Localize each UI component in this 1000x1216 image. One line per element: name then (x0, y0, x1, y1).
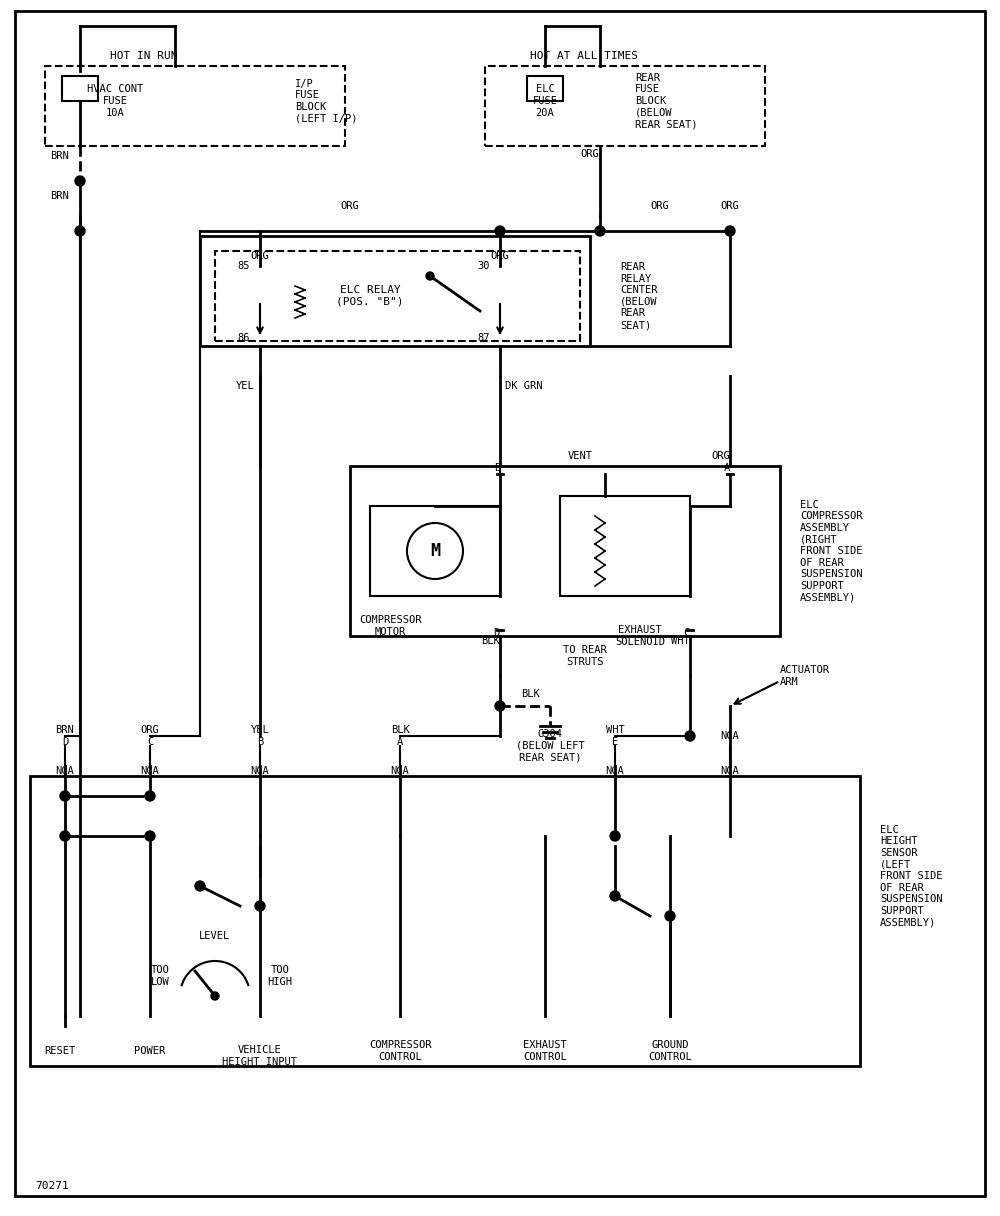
Text: 30: 30 (478, 261, 490, 271)
Bar (200, 236, 590, 347)
Text: ORG: ORG (251, 250, 269, 261)
Text: I/P
FUSE
BLOCK
(LEFT I/P): I/P FUSE BLOCK (LEFT I/P) (295, 79, 358, 123)
Circle shape (145, 831, 155, 841)
Text: ORG: ORG (721, 201, 739, 212)
Text: EXHAUST
SOLENOID: EXHAUST SOLENOID (615, 625, 665, 647)
Text: 70271: 70271 (35, 1181, 69, 1190)
Text: ORG: ORG (491, 250, 509, 261)
Text: 87: 87 (478, 333, 490, 343)
Text: ELC RELAY
(POS. "B"): ELC RELAY (POS. "B") (336, 286, 404, 306)
Bar (350, 466, 780, 636)
Text: VENT: VENT (568, 451, 592, 461)
Circle shape (255, 901, 265, 911)
Text: HOT IN RUN: HOT IN RUN (110, 51, 178, 61)
Text: NCA: NCA (721, 731, 739, 741)
Text: A: A (724, 463, 730, 473)
Text: HOT AT ALL TIMES: HOT AT ALL TIMES (530, 51, 638, 61)
Text: 85: 85 (238, 261, 250, 271)
Text: YEL: YEL (236, 381, 255, 392)
Circle shape (60, 790, 70, 801)
Text: ORG: ORG (711, 451, 730, 461)
Circle shape (407, 523, 463, 579)
Text: REAR
RELAY
CENTER
(BELOW
REAR
SEAT): REAR RELAY CENTER (BELOW REAR SEAT) (620, 261, 658, 330)
Bar (215, 250, 580, 340)
Bar (527, 75, 563, 101)
Text: GROUND
CONTROL: GROUND CONTROL (648, 1040, 692, 1062)
Circle shape (495, 700, 505, 711)
Text: ELC
FUSE
20A: ELC FUSE 20A (532, 84, 558, 118)
Text: RESET: RESET (44, 1046, 76, 1055)
Text: YEL
B: YEL B (251, 725, 269, 747)
Bar (370, 506, 500, 596)
Text: D: D (494, 627, 500, 638)
Circle shape (60, 831, 70, 841)
Circle shape (75, 176, 85, 186)
Text: ELC
HEIGHT
SENSOR
(LEFT
FRONT SIDE
OF REAR
SUSPENSION
SUPPORT
ASSEMBLY): ELC HEIGHT SENSOR (LEFT FRONT SIDE OF RE… (880, 824, 942, 928)
Text: ACTUATOR
ARM: ACTUATOR ARM (780, 665, 830, 687)
Circle shape (195, 882, 205, 891)
Bar (560, 496, 690, 596)
Text: VEHICLE
HEIGHT INPUT: VEHICLE HEIGHT INPUT (222, 1046, 298, 1066)
Text: BLK
A: BLK A (391, 725, 409, 747)
Text: ORG: ORG (651, 201, 669, 212)
Text: NCA: NCA (606, 766, 624, 776)
Text: NCA: NCA (56, 766, 74, 776)
Text: WHT: WHT (671, 636, 690, 646)
Text: POWER: POWER (134, 1046, 166, 1055)
Text: BRN
D: BRN D (56, 725, 74, 747)
Text: BRN: BRN (50, 151, 69, 161)
Text: NCA: NCA (251, 766, 269, 776)
Text: B: B (494, 463, 500, 473)
Circle shape (211, 992, 219, 1000)
Circle shape (145, 790, 155, 801)
Text: BRN: BRN (50, 191, 69, 201)
Text: BLK: BLK (521, 689, 539, 699)
Text: EXHAUST
CONTROL: EXHAUST CONTROL (523, 1040, 567, 1062)
Text: TOO
LOW: TOO LOW (151, 966, 169, 987)
Text: BLK: BLK (481, 636, 500, 646)
Text: LEVEL: LEVEL (199, 931, 231, 941)
Text: ELC
COMPRESSOR
ASSEMBLY
(RIGHT
FRONT SIDE
OF REAR
SUSPENSION
SUPPORT
ASSEMBLY): ELC COMPRESSOR ASSEMBLY (RIGHT FRONT SID… (800, 500, 862, 602)
Circle shape (495, 226, 505, 236)
Text: COMPRESSOR
MOTOR: COMPRESSOR MOTOR (359, 615, 421, 637)
Circle shape (610, 891, 620, 901)
Text: ORG
C: ORG C (141, 725, 159, 747)
Text: M: M (430, 542, 440, 561)
Text: 86: 86 (238, 333, 250, 343)
Text: NCA: NCA (721, 766, 739, 776)
Bar (62, 75, 98, 101)
Text: NCA: NCA (141, 766, 159, 776)
Text: TO REAR
STRUTS: TO REAR STRUTS (563, 646, 607, 666)
Text: NCA: NCA (391, 766, 409, 776)
Text: TOO
HIGH: TOO HIGH (268, 966, 292, 987)
Text: REAR
FUSE
BLOCK
(BELOW
REAR SEAT): REAR FUSE BLOCK (BELOW REAR SEAT) (635, 73, 698, 129)
Bar (30, 776, 860, 1066)
Circle shape (725, 226, 735, 236)
Text: WHT
E: WHT E (606, 725, 624, 747)
Text: G304
(BELOW LEFT
REAR SEAT): G304 (BELOW LEFT REAR SEAT) (516, 730, 584, 762)
Text: HVAC CONT
FUSE
10A: HVAC CONT FUSE 10A (87, 84, 143, 118)
Circle shape (610, 831, 620, 841)
Circle shape (665, 911, 675, 921)
Text: ORG: ORG (581, 150, 599, 159)
Circle shape (595, 226, 605, 236)
Bar (45, 66, 345, 146)
Bar (485, 66, 765, 146)
Circle shape (75, 226, 85, 236)
Circle shape (685, 731, 695, 741)
Text: ORG: ORG (341, 201, 359, 212)
Circle shape (426, 272, 434, 280)
Text: C: C (684, 627, 690, 638)
Text: DK GRN: DK GRN (505, 381, 542, 392)
Text: COMPRESSOR
CONTROL: COMPRESSOR CONTROL (369, 1040, 431, 1062)
